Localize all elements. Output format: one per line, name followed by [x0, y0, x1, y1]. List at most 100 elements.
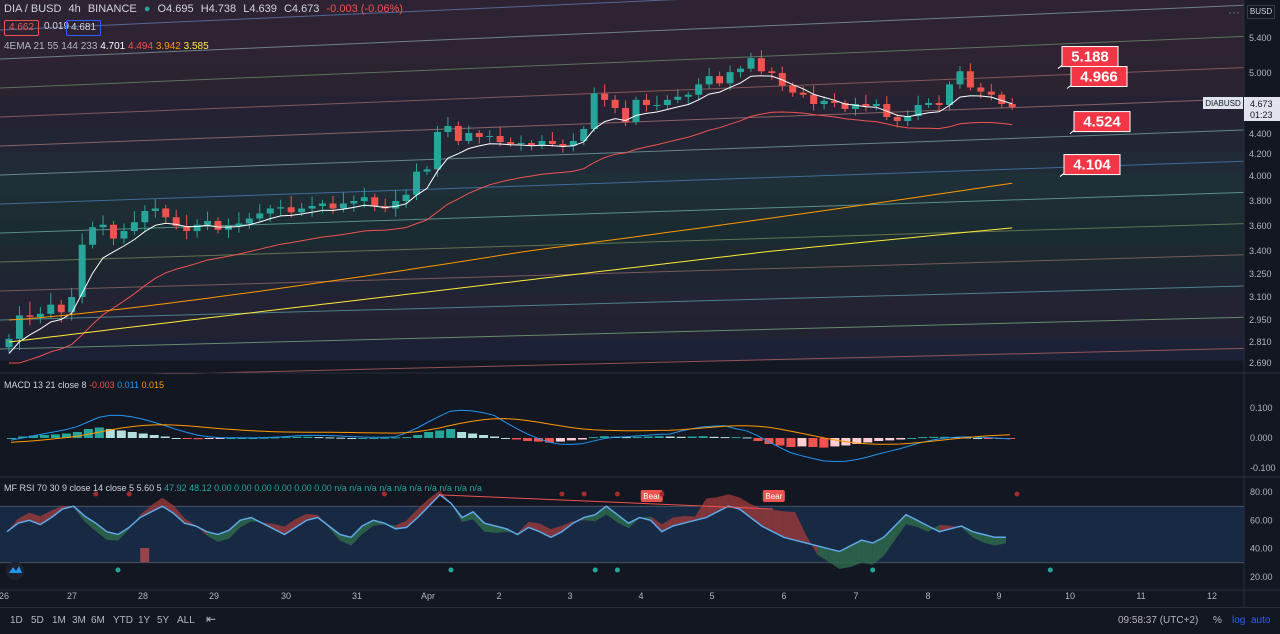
- candle-body: [810, 94, 818, 104]
- range-3m[interactable]: 3M: [72, 615, 86, 626]
- mfrsi-legend[interactable]: MF RSI 70 30 9 close 14 close 5 5.60 5 4…: [4, 483, 482, 493]
- macd-histogram-bar: [643, 436, 653, 438]
- candle-body: [287, 207, 295, 213]
- range-1d[interactable]: 1D: [10, 615, 23, 626]
- macd-histogram-bar: [522, 438, 532, 441]
- clock-time[interactable]: 09:58:37 (UTC+2): [1118, 615, 1199, 626]
- range-1m[interactable]: 1M: [52, 615, 66, 626]
- macd-histogram-bar: [512, 438, 521, 440]
- axis-currency: BUSD: [1247, 5, 1275, 19]
- interval[interactable]: 4h: [68, 3, 81, 15]
- more-options-icon[interactable]: ···: [1228, 5, 1240, 19]
- candle-body: [946, 84, 953, 105]
- range-5y[interactable]: 5Y: [157, 615, 170, 626]
- macd-histogram-bar: [7, 438, 16, 439]
- percent-toggle[interactable]: %: [1213, 615, 1222, 626]
- macd-hist-value: -0.003: [89, 380, 115, 390]
- level-callout-label: 4.524: [1083, 114, 1121, 131]
- macd-histogram-bar: [424, 432, 434, 438]
- macd-histogram-bar: [654, 436, 664, 438]
- price-axis-tick: 3.600: [1249, 221, 1272, 231]
- candle-body: [402, 194, 410, 201]
- symbol-name[interactable]: DIA / BUSD: [4, 3, 62, 15]
- macd-histogram-bar: [632, 436, 642, 438]
- ohlc-high: H4.738: [200, 3, 237, 15]
- time-axis-tick: 9: [996, 591, 1001, 601]
- candle-body: [183, 226, 191, 231]
- mfrsi-label: MF RSI 70 30 9 close 14 close 5 5.60 5: [4, 483, 162, 493]
- mfrsi-cloud-segment: [73, 506, 85, 522]
- price-axis-tick: 2.810: [1249, 337, 1272, 347]
- mfrsi-cloud-segment: [817, 545, 829, 562]
- mfrsi-cloud-segment: [151, 497, 163, 512]
- bull-signal-dot: [115, 567, 121, 573]
- mfrsi-values: 47.92 48.12 0.00 0.00 0.00 0.00 0.00 0.0…: [164, 483, 482, 493]
- macd-histogram-bar: [347, 438, 357, 439]
- macd-histogram-bar: [270, 437, 280, 439]
- candle-body: [705, 76, 713, 85]
- macd-histogram-bar: [665, 436, 675, 438]
- mfrsi-cloud-segment: [939, 524, 951, 532]
- time-axis-tick: 30: [281, 591, 291, 601]
- divergence-line: [439, 494, 773, 510]
- candle-body: [611, 99, 619, 108]
- candle-body: [433, 132, 441, 170]
- auto-toggle[interactable]: auto: [1251, 615, 1271, 626]
- goto-date-icon[interactable]: ⇤: [206, 612, 217, 626]
- macd-histogram-bar: [226, 438, 236, 439]
- range-all[interactable]: ALL: [177, 615, 195, 626]
- candle-body: [799, 92, 807, 95]
- price-band: [0, 152, 1244, 173]
- candle-body: [141, 211, 149, 223]
- mfrsi-cloud-segment: [228, 520, 241, 539]
- range-ytd[interactable]: YTD: [113, 615, 133, 626]
- channel-line: [0, 4, 1245, 60]
- time-axis-tick: 27: [67, 591, 77, 601]
- mfrsi-cloud-segment: [162, 497, 174, 514]
- mfrsi-cloud-segment: [273, 523, 285, 535]
- macd-histogram-bar: [929, 436, 939, 438]
- symbol-tag: [1203, 97, 1243, 109]
- macd-histogram-bar: [369, 438, 379, 439]
- macd-legend[interactable]: MACD 13 21 close 8 -0.003 0.011 0.015: [4, 380, 164, 390]
- time-axis-tick: 11: [1136, 591, 1145, 601]
- bear-signal-dot: [659, 491, 665, 497]
- bear-label: [762, 490, 785, 502]
- macd-axis-tick: -0.100: [1250, 463, 1276, 473]
- range-1y[interactable]: 1Y: [138, 615, 151, 626]
- range-6m[interactable]: 6M: [91, 615, 105, 626]
- macd-histogram-bar: [698, 436, 708, 438]
- ema-legend[interactable]: 4EMA 21 55 144 233 4.701 4.494 3.942 3.5…: [4, 41, 209, 52]
- bull-signal-dot: [1047, 567, 1053, 573]
- bear-signal-dot: [614, 491, 620, 497]
- mfrsi-cloud-segment: [994, 537, 1006, 546]
- candle-body: [26, 315, 34, 317]
- time-axis-tick: 4: [638, 591, 643, 601]
- mfrsi-cloud-segment: [584, 514, 596, 522]
- log-toggle[interactable]: log: [1232, 615, 1246, 626]
- macd-histogram-bar: [402, 437, 412, 439]
- candle-body: [538, 141, 546, 145]
- ask-price[interactable]: 4.681: [66, 20, 102, 36]
- macd-histogram-bar: [830, 438, 840, 447]
- candle-body: [465, 133, 473, 141]
- range-5d[interactable]: 5D: [31, 615, 44, 626]
- ohlc-low: L4.639: [243, 3, 277, 15]
- candle-body: [684, 94, 692, 97]
- bid-price[interactable]: 4.662: [4, 20, 40, 36]
- candle-body: [319, 203, 326, 206]
- candle-body: [966, 71, 974, 88]
- price-axis-tick: 3.250: [1249, 269, 1272, 279]
- mfrsi-cloud-segment: [140, 505, 152, 518]
- macd-histogram-bar: [171, 438, 181, 439]
- mfrsi-cloud-segment: [617, 514, 629, 529]
- bear-signal-dot: [381, 491, 387, 497]
- last-price-tag: [1244, 97, 1280, 121]
- price-axis-tick: 2.690: [1249, 358, 1272, 368]
- mfrsi-cloud-segment: [473, 511, 485, 532]
- ema-233-line: [8, 227, 1013, 343]
- candle-body: [475, 133, 483, 137]
- mfrsi-cloud-segment: [595, 506, 607, 522]
- macd-histogram-bar: [764, 438, 774, 444]
